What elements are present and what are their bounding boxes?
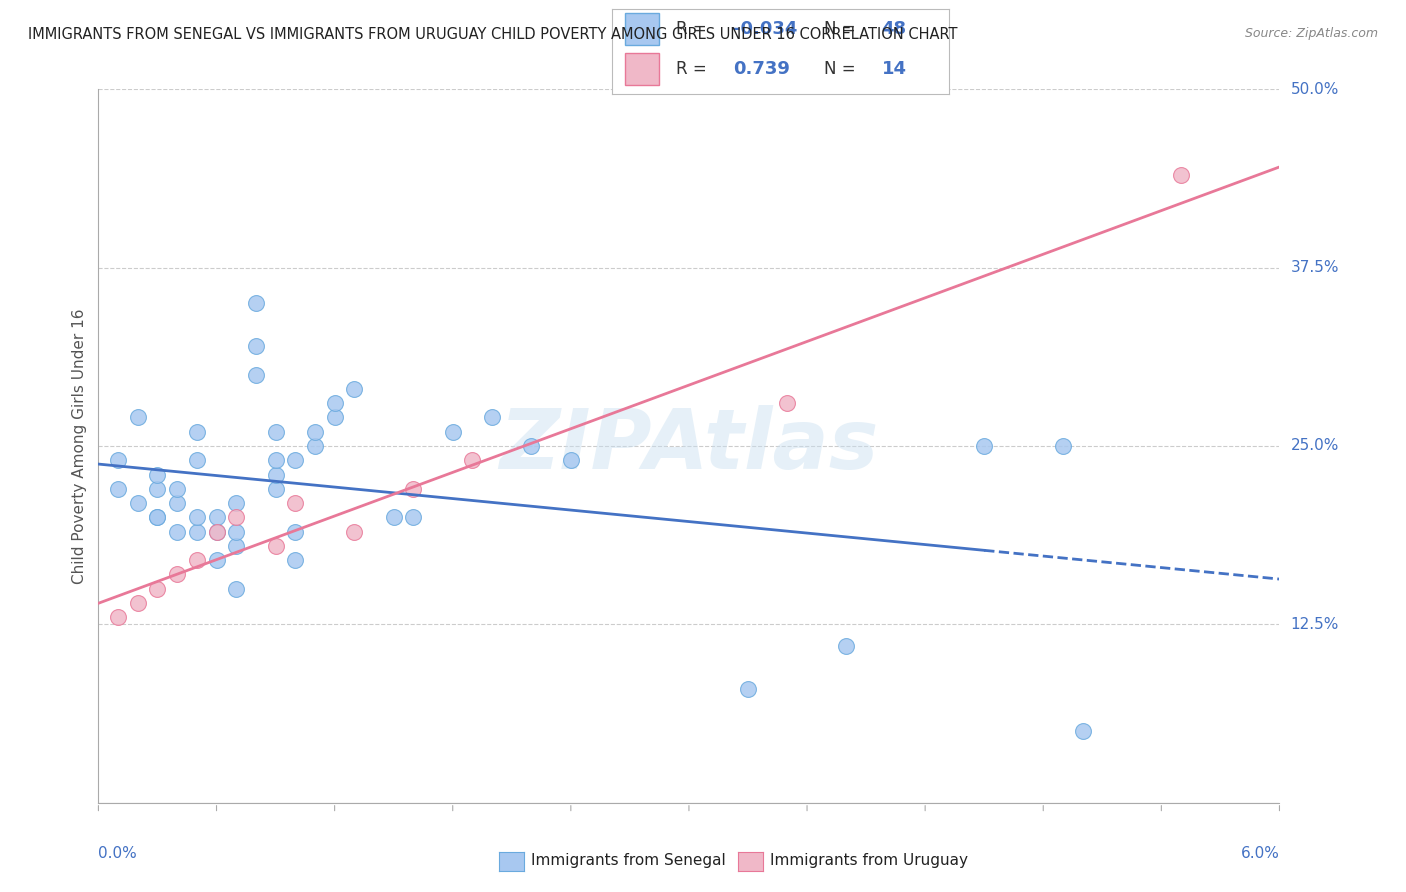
Point <box>205 510 228 524</box>
Point <box>304 425 326 439</box>
Text: Source: ZipAtlas.com: Source: ZipAtlas.com <box>1244 27 1378 40</box>
Point <box>264 467 287 482</box>
Point <box>382 510 405 524</box>
Text: 12.5%: 12.5% <box>1291 617 1339 632</box>
Point <box>225 582 247 596</box>
Point <box>264 425 287 439</box>
Point <box>1052 439 1074 453</box>
Point <box>284 524 307 539</box>
Point <box>481 410 503 425</box>
Text: 6.0%: 6.0% <box>1240 846 1279 861</box>
Point <box>146 582 169 596</box>
Point <box>146 482 169 496</box>
Text: 0.739: 0.739 <box>733 60 790 78</box>
Text: N =: N = <box>824 21 860 38</box>
Point <box>225 510 247 524</box>
Point <box>166 496 188 510</box>
Point <box>264 482 287 496</box>
Point <box>264 539 287 553</box>
Point <box>284 496 307 510</box>
Point <box>107 453 129 467</box>
Point <box>186 553 208 567</box>
Point <box>402 482 425 496</box>
Point <box>127 410 149 425</box>
Point <box>737 681 759 696</box>
Text: 50.0%: 50.0% <box>1291 82 1339 96</box>
Text: Immigrants from Senegal: Immigrants from Senegal <box>531 854 727 868</box>
Point <box>186 524 208 539</box>
Point <box>245 296 267 310</box>
Text: -0.034: -0.034 <box>733 21 797 38</box>
Point <box>284 553 307 567</box>
Point <box>1071 724 1094 739</box>
Point <box>146 510 169 524</box>
Point <box>1170 168 1192 182</box>
Point <box>225 524 247 539</box>
Text: 48: 48 <box>882 21 907 38</box>
Point <box>304 439 326 453</box>
Y-axis label: Child Poverty Among Girls Under 16: Child Poverty Among Girls Under 16 <box>72 309 87 583</box>
Point <box>166 524 188 539</box>
Point <box>107 482 129 496</box>
FancyBboxPatch shape <box>626 13 659 45</box>
Point <box>323 410 346 425</box>
FancyBboxPatch shape <box>626 53 659 85</box>
Text: ZIPAtlas: ZIPAtlas <box>499 406 879 486</box>
Text: 25.0%: 25.0% <box>1291 439 1339 453</box>
Point <box>127 496 149 510</box>
Point <box>225 539 247 553</box>
Point <box>205 553 228 567</box>
Point <box>402 510 425 524</box>
Point <box>776 396 799 410</box>
Point <box>146 510 169 524</box>
Point <box>225 496 247 510</box>
Point <box>127 596 149 610</box>
Text: IMMIGRANTS FROM SENEGAL VS IMMIGRANTS FROM URUGUAY CHILD POVERTY AMONG GIRLS UND: IMMIGRANTS FROM SENEGAL VS IMMIGRANTS FR… <box>28 27 957 42</box>
Point <box>205 524 228 539</box>
Point <box>973 439 995 453</box>
Point <box>284 453 307 467</box>
Point <box>107 610 129 624</box>
Point <box>245 368 267 382</box>
Text: 0.0%: 0.0% <box>98 846 138 861</box>
Point <box>264 453 287 467</box>
Text: R =: R = <box>676 21 711 38</box>
Point <box>166 482 188 496</box>
Text: R =: R = <box>676 60 711 78</box>
Point <box>146 467 169 482</box>
Point <box>520 439 543 453</box>
Point <box>323 396 346 410</box>
Point <box>343 382 366 396</box>
Point <box>441 425 464 439</box>
Point <box>186 510 208 524</box>
Text: 37.5%: 37.5% <box>1291 260 1339 275</box>
Point <box>205 524 228 539</box>
Text: 14: 14 <box>882 60 907 78</box>
Text: N =: N = <box>824 60 860 78</box>
Point <box>343 524 366 539</box>
Text: Immigrants from Uruguay: Immigrants from Uruguay <box>770 854 969 868</box>
Point <box>835 639 858 653</box>
Point <box>186 425 208 439</box>
Point <box>186 453 208 467</box>
Point <box>560 453 582 467</box>
Point <box>166 567 188 582</box>
Point <box>461 453 484 467</box>
Point <box>245 339 267 353</box>
